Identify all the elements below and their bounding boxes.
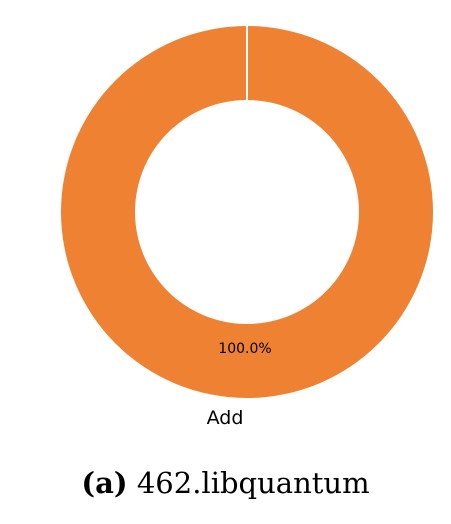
donut-slice-add — [61, 26, 433, 398]
donut-chart: 100.0% Add — [61, 25, 433, 429]
caption-text: 462.libquantum — [136, 466, 370, 500]
slice-value-label: 100.0% — [218, 341, 271, 357]
caption-tag: (a) — [81, 466, 128, 500]
slice-category-label: Add — [207, 407, 244, 429]
figure-caption: (a) 462.libquantum — [0, 466, 451, 500]
